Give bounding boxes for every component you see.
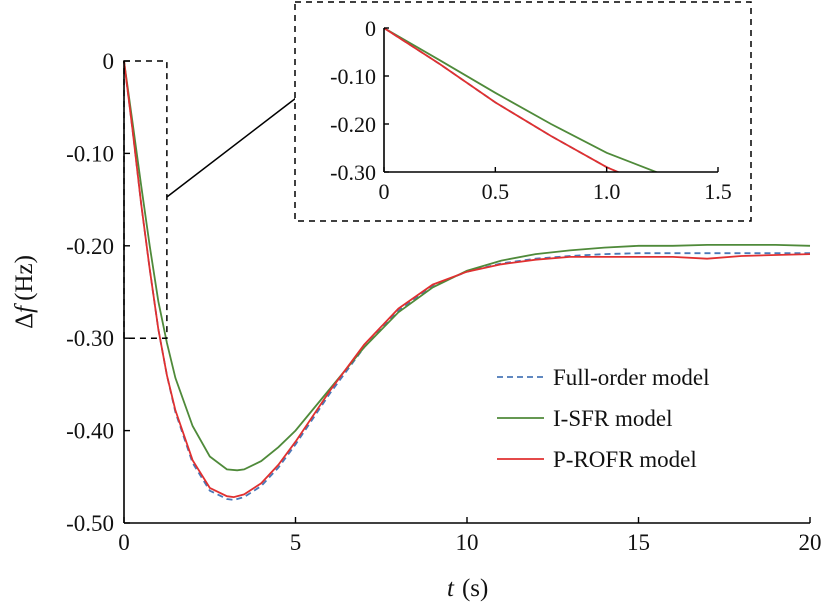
inset-background — [295, 2, 751, 221]
zoom-region-box — [123, 60, 168, 339]
legend-label-0: Full-order model — [553, 365, 710, 390]
x-axis-title: t (s) — [447, 575, 488, 602]
x-axis-unit: (s) — [462, 575, 488, 602]
legend-label-1: I-SFR model — [553, 406, 672, 431]
inset-y-tick-label: 0 — [365, 16, 376, 41]
x-axis-variable: t — [447, 575, 455, 602]
y-axis-title: Δf (Hz) — [11, 255, 38, 329]
inset-series-group — [384, 27, 659, 172]
series-line-0 — [123, 60, 810, 501]
inset-series-line-1 — [384, 27, 659, 172]
y-tick-label: -0.30 — [66, 326, 114, 351]
zoom-indicator — [123, 60, 297, 339]
legend-label-2: P-ROFR model — [553, 447, 697, 472]
y-tick-label: -0.10 — [66, 141, 114, 166]
legend: Full-order model I-SFR model P-ROFR model — [497, 365, 710, 472]
x-tick-label: 0 — [118, 530, 130, 555]
y-tick-label: -0.40 — [66, 419, 114, 444]
inset-x-tick-label: 0 — [379, 179, 390, 204]
x-tick-label: 5 — [290, 530, 302, 555]
y-tick-label: -0.50 — [66, 511, 114, 536]
x-tick-label: 20 — [799, 530, 822, 555]
inset-x-tick-label: 0.5 — [482, 179, 510, 204]
inset-y-tick-label: -0.20 — [330, 112, 376, 137]
main-plot-area: 0 5 10 15 20 0 -0.10 -0.20 -0.30 -0.40 -0.50 t (s) Δf… — [11, 49, 822, 602]
y-tick-label: -0.20 — [66, 234, 114, 259]
x-tick-label: 10 — [456, 530, 479, 555]
inset-frame — [294, 1, 752, 222]
y-axis-symbol: Δ — [11, 313, 38, 329]
inset-plot: 0 0.5 1.0 1.5 0 -0.10 -0.20 -0.30 — [294, 1, 752, 222]
series-line-1 — [123, 60, 811, 472]
y-axis-unit: (Hz) — [11, 255, 38, 301]
y-axis-variable: f — [11, 303, 38, 313]
inset-x-tick-label: 1.5 — [704, 179, 732, 204]
inset-x-tick-label: 1.0 — [593, 179, 621, 204]
y-tick-label: 0 — [103, 49, 115, 74]
inset-y-tick-label: -0.10 — [330, 64, 376, 89]
series-line-2 — [123, 60, 811, 499]
x-tick-label: 15 — [627, 530, 650, 555]
zoom-leader-line — [166, 97, 297, 198]
inset-y-tick-label: -0.30 — [330, 160, 376, 185]
